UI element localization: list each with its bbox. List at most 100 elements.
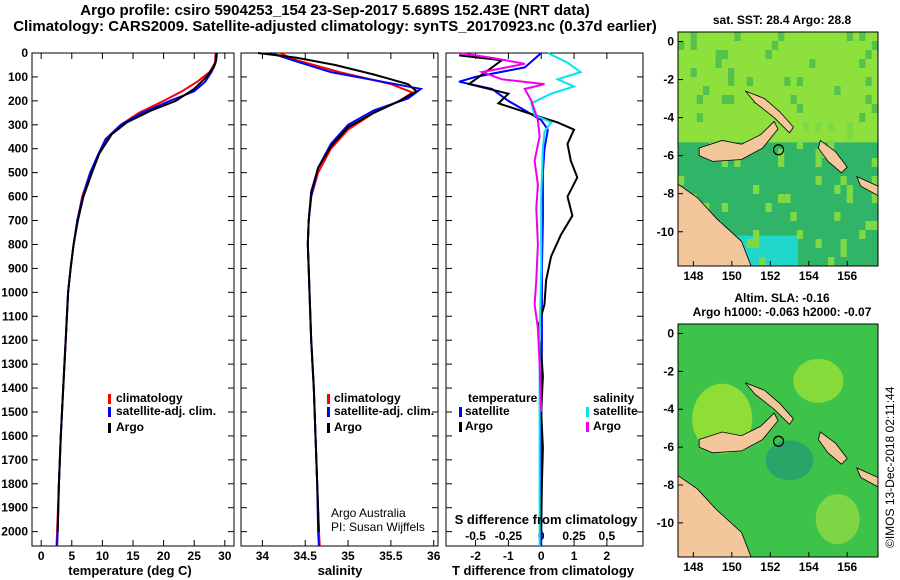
- map-frame: [677, 31, 879, 267]
- x-tick-label: 25: [188, 549, 202, 563]
- sst-cell: [815, 176, 822, 185]
- xlabel-temperature: temperature (deg C): [68, 563, 192, 578]
- sst-cell: [771, 41, 778, 50]
- y-tick-label: 0: [21, 46, 28, 60]
- map-y-tick-label: 0: [667, 35, 674, 49]
- sst-cell: [871, 41, 878, 50]
- xlabel-difference: T difference from climatology: [452, 563, 635, 578]
- sst-cell: [865, 77, 872, 86]
- top-axis-label: S difference from climatology: [455, 512, 639, 527]
- sst-cell: [753, 239, 760, 248]
- sst-cell: [734, 32, 741, 41]
- land-new-britain: [698, 412, 779, 454]
- land-new-ireland: [745, 382, 794, 426]
- pi-label: PI: Susan Wijffels: [331, 520, 425, 534]
- sla-map-title2: Argo h1000: -0.063 h2000: -0.07: [693, 305, 872, 319]
- legend-temp-argo: Argo: [465, 419, 493, 433]
- series-satellite-adj-clim-: [56, 52, 218, 547]
- sst-cell: [871, 194, 878, 203]
- legend-swatch: [459, 422, 462, 432]
- map-x-tick-label: 156: [837, 269, 857, 283]
- panel-frame: [445, 52, 644, 547]
- x-tick-label: 5: [68, 549, 75, 563]
- map-y-tick-label: -2: [663, 73, 674, 87]
- map-y-tick-label: -8: [663, 187, 674, 201]
- legend-swatch: [327, 407, 330, 417]
- sla-low-region: [765, 440, 814, 481]
- sst-cell: [846, 185, 853, 194]
- x-tick-label: -2: [470, 549, 481, 563]
- legend-swatch: [327, 394, 330, 404]
- map-y-tick-label: -6: [663, 149, 674, 163]
- legend-argo: Argo: [334, 420, 362, 434]
- map-x-tick-label: 150: [722, 560, 742, 574]
- map-y-tick-label: -4: [663, 111, 674, 125]
- y-tick-label: 1900: [1, 501, 28, 515]
- header-title-line2: Climatology: CARS2009. Satellite-adjuste…: [13, 18, 657, 35]
- sst-cell: [859, 230, 866, 239]
- sst-cell: [703, 86, 710, 95]
- sla-high-region: [793, 358, 844, 403]
- sst-cell: [728, 77, 735, 86]
- map-y-tick-label: -2: [663, 364, 674, 378]
- y-tick-label: 1500: [1, 405, 28, 419]
- header-title-line1: Argo profile: csiro 5904253_154 23-Sep-2…: [80, 2, 590, 19]
- map-y-tick-label: -10: [657, 225, 675, 239]
- sst-cell: [846, 32, 853, 41]
- legend-climatology: climatology: [116, 391, 183, 405]
- y-tick-label: 1200: [1, 333, 28, 347]
- xlabel-salinity: salinity: [318, 563, 364, 578]
- map-y-tick-label: -10: [657, 516, 675, 530]
- map-x-tick-label: 152: [760, 560, 780, 574]
- sla-map-title1: Altim. SLA: -0.16: [734, 291, 830, 305]
- y-tick-label: 1600: [1, 429, 28, 443]
- x-tick-label: 35: [341, 549, 355, 563]
- land-bougainville: [817, 139, 848, 174]
- series-argo: [257, 52, 419, 532]
- map-x-tick-label: 150: [722, 269, 742, 283]
- map-x-tick-label: 154: [799, 560, 819, 574]
- legend-temp-satellite: satellite: [465, 404, 510, 418]
- map-x-tick-label: 148: [683, 560, 703, 574]
- sst-cell: [721, 50, 728, 59]
- x-tick-label: 20: [157, 549, 171, 563]
- sst-cell: [840, 248, 847, 257]
- sst-cell: [678, 176, 685, 185]
- map-y-tick-label: 0: [667, 326, 674, 340]
- sst-cell: [765, 50, 772, 59]
- sst-map: 148 150 152 154 156 0 -2 -4 -6 -8 -10: [657, 31, 879, 283]
- sst-cell: [690, 68, 697, 77]
- sst-cell: [790, 95, 797, 104]
- map-x-tick-label: 156: [837, 560, 857, 574]
- series-salinity-argo: [458, 52, 545, 413]
- map-x-tick-label: 148: [683, 269, 703, 283]
- y-tick-label: 1300: [1, 357, 28, 371]
- sst-cell: [815, 239, 822, 248]
- legend-argo: Argo: [116, 420, 144, 434]
- sst-cell: [840, 176, 847, 185]
- legend-swatch: [108, 407, 111, 417]
- y-tick-label: 900: [8, 261, 28, 275]
- map-y-tick-label: -4: [663, 402, 674, 416]
- legend-salinity-title: salinity: [593, 391, 635, 405]
- x-tick-label: 30: [218, 549, 232, 563]
- x-tick-label: -1: [503, 549, 514, 563]
- land-new-ireland: [745, 90, 794, 134]
- y-tick-label: 200: [8, 94, 28, 108]
- map-y-tick-label: -8: [663, 478, 674, 492]
- sst-cell: [784, 77, 791, 86]
- sst-cell: [846, 122, 853, 131]
- legend-swatch: [586, 422, 589, 432]
- y-tick-label: 1700: [1, 453, 28, 467]
- sst-cell: [759, 257, 766, 266]
- legend-swatch: [586, 407, 589, 417]
- x-tick-label: 0: [538, 549, 545, 563]
- y-tick-label: 2000: [1, 525, 28, 539]
- argo-float-marker: [772, 144, 785, 156]
- sst-cell: [746, 239, 753, 248]
- sst-cell: [840, 239, 847, 248]
- sst-cell: [865, 221, 872, 230]
- sst-cell: [796, 140, 803, 149]
- series-satellite-adj-clim-: [270, 52, 424, 547]
- x-tick-label: 34.5: [294, 549, 318, 563]
